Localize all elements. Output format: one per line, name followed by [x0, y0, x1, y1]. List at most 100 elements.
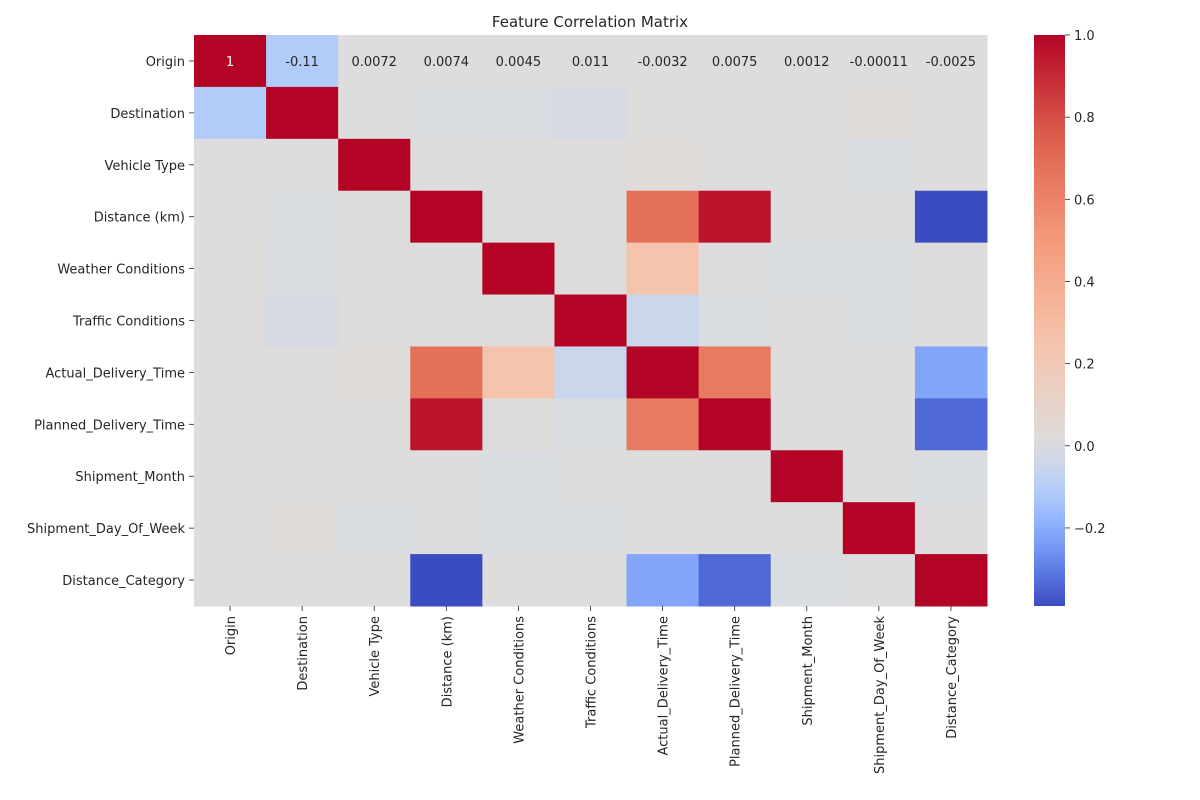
heatmap-cell — [914, 450, 988, 503]
heatmap-cell — [338, 398, 411, 451]
x-tick-label: Shipment_Day_Of_Week — [873, 616, 888, 774]
heatmap-annotations: 1 -0.11 0.0072 0.0074 0.0045 0.011 -0.0032 0.00… — [226, 55, 976, 70]
heatmap-cell — [914, 346, 988, 399]
heatmap-cell — [626, 502, 700, 555]
heatmap-cell — [914, 242, 988, 296]
heatmap-cell — [266, 346, 339, 399]
heatmap-cell — [554, 554, 628, 607]
x-tick-label: Distance_Category — [945, 616, 960, 739]
y-tick-label: Actual_Delivery_Time — [45, 366, 185, 381]
heatmap-cell — [770, 138, 844, 192]
heatmap-cell — [554, 346, 628, 399]
heatmap-cell — [842, 346, 916, 399]
heatmap-cell — [266, 450, 339, 503]
heatmap-cell — [338, 554, 411, 607]
heatmap-cell — [770, 398, 844, 451]
heatmap-cell — [842, 190, 916, 244]
heatmap-cell — [194, 450, 267, 503]
heatmap-cell — [194, 502, 267, 555]
heatmap-cell — [194, 86, 267, 140]
y-tick-label: Shipment_Month — [75, 470, 185, 485]
cell-annotation: -0.11 — [285, 55, 319, 70]
colorbar-tick-label: 1.0 — [1074, 29, 1095, 44]
heatmap-cell — [482, 346, 555, 399]
heatmap-cell — [626, 86, 700, 140]
heatmap-cell — [626, 450, 700, 503]
y-tick-label: Destination — [110, 107, 185, 122]
heatmap-cell — [914, 398, 988, 451]
heatmap-cell — [914, 502, 988, 555]
heatmap-cell — [266, 554, 339, 607]
x-tick-label: Distance (km) — [440, 616, 455, 707]
x-tick-label: Weather Conditions — [512, 616, 527, 744]
colorbar-gradient — [1034, 35, 1065, 606]
heatmap-cell — [698, 190, 772, 244]
heatmap-cell — [626, 35, 700, 88]
heatmap-cell — [626, 138, 700, 192]
heatmap-cell — [698, 398, 772, 451]
chart-title: Feature Correlation Matrix — [492, 13, 688, 31]
heatmap-cell — [842, 242, 916, 296]
heatmap-cell — [482, 242, 555, 296]
y-tick-label: Origin — [146, 55, 185, 70]
heatmap-cell — [770, 242, 844, 296]
heatmap-cell — [482, 554, 555, 607]
heatmap-cell — [842, 35, 916, 88]
heatmap-cell — [554, 138, 628, 192]
heatmap-cell — [698, 554, 772, 607]
heatmap-cell — [554, 450, 628, 503]
y-tick-label: Distance_Category — [62, 574, 185, 589]
heatmap-cell — [338, 450, 411, 503]
heatmap-cell — [842, 554, 916, 607]
heatmap-cell — [410, 35, 483, 88]
colorbar-ticks: −0.2 0.0 0.2 0.4 0.6 0.8 1.0 — [1065, 29, 1106, 537]
heatmap-cell — [914, 35, 988, 88]
heatmap-cell — [266, 294, 339, 347]
x-tick-label: Shipment_Month — [801, 616, 816, 726]
heatmap-cell — [554, 86, 628, 140]
heatmap-cell — [698, 138, 772, 192]
colorbar-tick-label: 0.4 — [1074, 275, 1095, 290]
colorbar-tick-label: 0.6 — [1074, 193, 1095, 208]
heatmap-cell — [842, 502, 916, 555]
heatmap-cell — [194, 294, 267, 347]
heatmap-cell — [770, 190, 844, 244]
heatmap-cell — [914, 294, 988, 347]
heatmap-cell — [410, 86, 483, 140]
heatmap-cell — [338, 190, 411, 244]
heatmap-cell — [194, 35, 267, 88]
heatmap-cell — [842, 86, 916, 140]
heatmap-cell — [410, 502, 483, 555]
heatmap-cell — [338, 35, 411, 88]
heatmap-cell — [626, 242, 700, 296]
heatmap-cell — [770, 86, 844, 140]
heatmap-cell — [194, 398, 267, 451]
heatmap-cell — [554, 398, 628, 451]
heatmap-cell — [554, 190, 628, 244]
heatmap-cell — [842, 138, 916, 192]
heatmap-cell — [482, 86, 555, 140]
heatmap-cell — [554, 502, 628, 555]
heatmap-cell — [410, 398, 483, 451]
heatmap-cell — [914, 190, 988, 244]
heatmap-cell — [554, 242, 628, 296]
heatmap-cell — [410, 554, 483, 607]
heatmap-cell — [842, 450, 916, 503]
heatmap-cell — [698, 35, 772, 88]
heatmap-cell — [554, 35, 628, 88]
heatmap-cell — [842, 294, 916, 347]
x-tick-label: Origin — [224, 616, 239, 655]
y-tick-label: Weather Conditions — [57, 263, 185, 278]
heatmap-cell — [338, 502, 411, 555]
heatmap-cell — [698, 294, 772, 347]
x-tick-label: Actual_Delivery_Time — [657, 616, 672, 756]
heatmap-cells — [194, 35, 988, 607]
heatmap-cell — [626, 554, 700, 607]
y-tick-label: Planned_Delivery_Time — [34, 418, 185, 433]
heatmap-cell — [482, 35, 555, 88]
heatmap-cell — [842, 398, 916, 451]
cell-annotation: -0.00011 — [850, 55, 908, 70]
colorbar-tick-label: −0.2 — [1074, 522, 1106, 537]
x-tick-label: Vehicle Type — [368, 616, 383, 696]
